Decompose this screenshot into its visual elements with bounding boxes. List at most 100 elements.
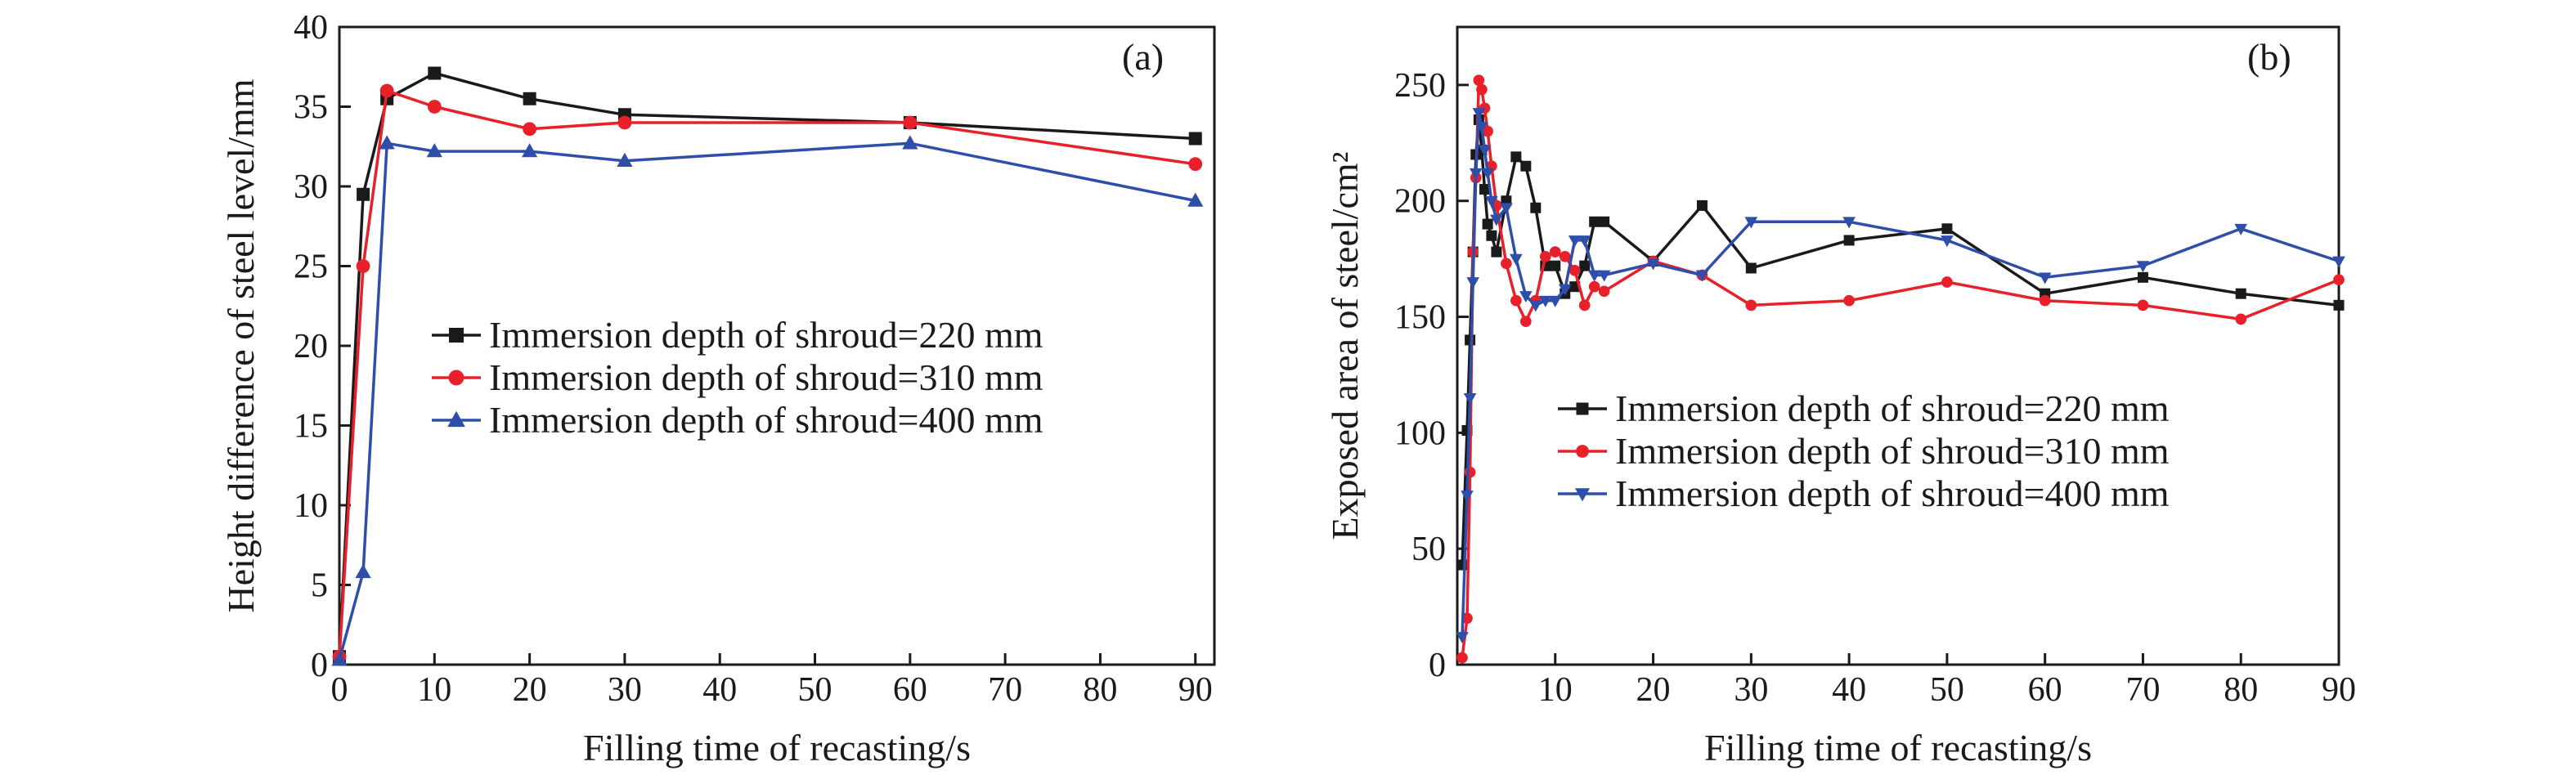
data-point xyxy=(1510,253,1523,266)
y-axis-title-a: Height difference of steel level/mm xyxy=(220,78,262,612)
data-point xyxy=(1559,250,1571,262)
data-point xyxy=(2136,261,2150,273)
data-point xyxy=(523,92,536,105)
data-point xyxy=(902,135,918,150)
plot-frame-b xyxy=(1456,25,2340,666)
data-point xyxy=(1520,160,1532,172)
data-point xyxy=(903,115,918,130)
data-point xyxy=(1501,258,1512,270)
data-point xyxy=(1598,285,1610,298)
data-point xyxy=(1587,270,1601,282)
data-point xyxy=(1510,151,1522,163)
panel-label-b: (b) xyxy=(2247,36,2291,78)
data-point xyxy=(1695,270,1709,282)
x-tick-label: 30 xyxy=(608,671,642,709)
data-point xyxy=(1466,277,1479,289)
data-point xyxy=(1476,83,1488,96)
ticks-b: 10 20 30 40 50 60 70 80 90 0 50 100 150 200 250 xyxy=(1394,67,2356,709)
x-tick-label: 20 xyxy=(1636,671,1671,709)
series-3-b xyxy=(1456,108,2345,644)
data-point xyxy=(1588,280,1600,293)
series-line xyxy=(338,89,1196,657)
x-tick-label: 40 xyxy=(702,671,737,709)
x-axis-title-b: Filling time of recasting/s xyxy=(1704,727,2092,768)
legend-b: Immersion depth of shroud=220 mm Immersio… xyxy=(1558,388,2170,514)
legend-label: Immersion depth of shroud=220 mm xyxy=(1615,388,2170,429)
data-point xyxy=(1579,260,1591,271)
legend-marker xyxy=(449,328,464,343)
y-tick-label: 0 xyxy=(311,647,328,684)
x-tick-label: 80 xyxy=(1083,671,1117,709)
y-tick-label: 20 xyxy=(294,328,328,365)
data-point xyxy=(1482,218,1493,230)
chart-panel-b: 10 20 30 40 50 60 70 80 90 0 50 100 150 200 250 (b) Fi… xyxy=(1324,25,2356,768)
legend-label: Immersion depth of shroud=400 mm xyxy=(1615,473,2170,514)
data-point xyxy=(1472,108,1486,120)
data-point xyxy=(1568,264,1581,276)
data-point xyxy=(355,563,371,579)
x-tick-label: 10 xyxy=(417,671,451,709)
data-point xyxy=(379,83,394,98)
data-point xyxy=(2235,288,2246,299)
data-point xyxy=(2235,313,2247,325)
ticks-a: 0 10 20 30 40 50 60 70 80 90 0 5 10 15 20 25 30 35 40 xyxy=(294,9,1213,709)
legend-entry: Immersion depth of shroud=400 mm xyxy=(1558,473,2170,514)
series-line xyxy=(338,141,1196,661)
data-point xyxy=(1745,262,1757,274)
x-tick-label: 10 xyxy=(1538,671,1573,709)
data-point xyxy=(522,143,538,158)
data-point xyxy=(1481,168,1494,180)
data-point xyxy=(1473,74,1485,87)
data-point xyxy=(1530,202,1542,213)
y-tick-label: 10 xyxy=(294,487,328,525)
y-tick-label: 150 xyxy=(1394,299,1446,337)
y-tick-label: 200 xyxy=(1394,183,1446,221)
data-point xyxy=(1482,125,1493,137)
x-tick-label: 40 xyxy=(1832,671,1866,709)
data-point xyxy=(1550,260,1561,271)
data-point xyxy=(1456,632,1469,644)
data-point xyxy=(2333,274,2345,285)
y-axis-title-b: Exposed area of steel/cm² xyxy=(1324,152,1366,540)
data-point xyxy=(1941,276,1953,288)
y-tick-label: 35 xyxy=(294,89,328,127)
data-point xyxy=(1456,652,1468,664)
panel-label-a: (a) xyxy=(1122,36,1164,78)
data-point xyxy=(1568,235,1582,248)
y-tick-label: 250 xyxy=(1394,67,1446,105)
y-tick-label: 25 xyxy=(294,249,328,286)
data-point xyxy=(2333,299,2345,311)
x-tick-label: 0 xyxy=(331,671,348,709)
data-point xyxy=(1843,294,1855,307)
x-tick-label: 90 xyxy=(2322,671,2356,709)
x-axis-title-a: Filling time of recasting/s xyxy=(583,727,971,768)
series-3-a xyxy=(331,135,1204,666)
data-point xyxy=(428,66,442,80)
legend-entry: Immersion depth of shroud=220 mm xyxy=(432,314,1043,356)
data-point xyxy=(1589,216,1600,227)
legend-label: Immersion depth of shroud=310 mm xyxy=(489,356,1043,398)
legend-marker xyxy=(1576,445,1589,458)
data-point xyxy=(1941,235,1954,248)
series-line xyxy=(1461,111,2340,638)
legend-entry: Immersion depth of shroud=220 mm xyxy=(1558,388,2170,429)
legend-entry: Immersion depth of shroud=400 mm xyxy=(432,399,1043,441)
x-tick-label: 70 xyxy=(988,671,1022,709)
data-point xyxy=(1478,145,1492,157)
data-point xyxy=(357,187,370,201)
x-tick-label: 20 xyxy=(513,671,547,709)
data-point xyxy=(617,152,633,167)
y-tick-label: 0 xyxy=(1429,647,1446,684)
data-point xyxy=(1490,214,1503,226)
data-point xyxy=(356,259,370,273)
x-tick-label: 30 xyxy=(1734,671,1768,709)
data-point xyxy=(523,122,537,137)
x-tick-label: 50 xyxy=(798,671,832,709)
data-point xyxy=(1577,235,1591,248)
data-point xyxy=(2332,256,2345,268)
data-point xyxy=(1486,230,1497,241)
legend-marker xyxy=(1575,488,1590,502)
data-point xyxy=(1941,223,1953,235)
